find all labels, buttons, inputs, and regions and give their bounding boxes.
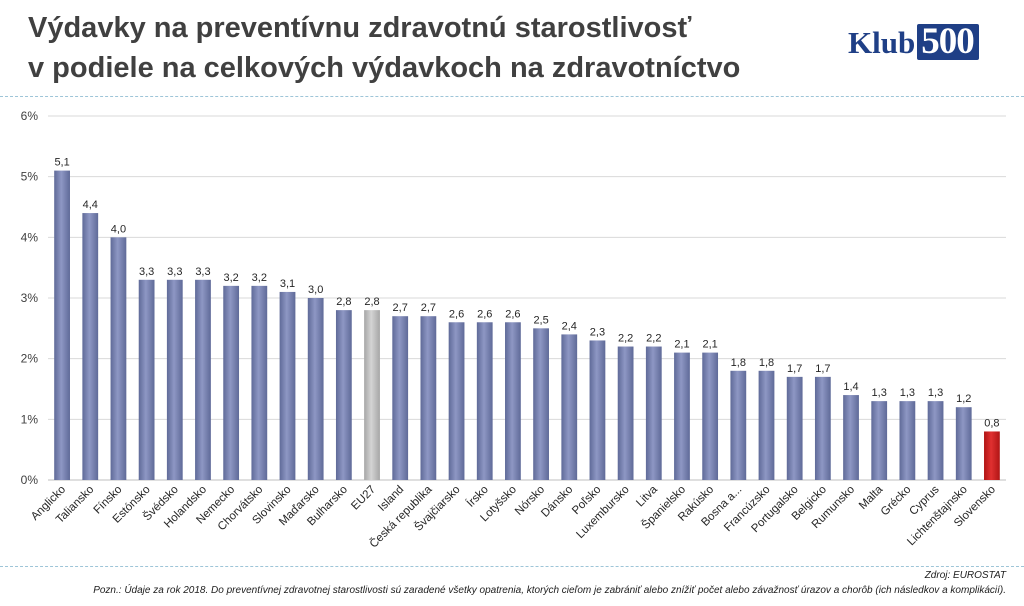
data-label: 3,2 — [223, 272, 238, 284]
bar — [645, 346, 662, 480]
data-label: 3,3 — [195, 266, 210, 278]
data-label: 3,0 — [308, 284, 323, 296]
data-label: 0,8 — [984, 417, 999, 429]
bar — [533, 328, 549, 480]
data-label: 1,3 — [900, 387, 915, 399]
bar — [166, 279, 183, 480]
footnote-text: Pozn.: Údaje za rok 2018. Do preventívne… — [93, 585, 1006, 596]
bar — [589, 340, 606, 480]
data-label: 2,2 — [618, 333, 633, 345]
bar — [758, 370, 775, 480]
data-label: 2,8 — [364, 296, 379, 308]
y-tick-label: 0% — [21, 473, 39, 487]
bar — [617, 346, 634, 480]
bar — [871, 401, 888, 480]
bar — [335, 310, 352, 480]
data-label: 2,8 — [336, 296, 351, 308]
chart-title-line-2: v podiele na celkových výdavkoch na zdra… — [28, 52, 741, 84]
header-divider — [0, 96, 1024, 97]
bar — [730, 370, 747, 480]
chart-title: Výdavky na preventívnu zdravotnú starost… — [28, 8, 740, 88]
data-label: 3,2 — [252, 272, 267, 284]
x-tick-label: Litva — [634, 483, 660, 509]
bar — [955, 407, 972, 480]
data-label: 3,3 — [139, 266, 154, 278]
data-label: 1,4 — [843, 381, 858, 393]
bar — [843, 395, 859, 480]
y-tick-label: 6% — [21, 109, 39, 123]
bar — [307, 298, 324, 480]
data-label: 1,2 — [956, 393, 971, 405]
bar — [364, 310, 380, 480]
data-label: 2,4 — [562, 320, 577, 332]
logo-text: Klub — [848, 25, 916, 60]
data-label: 2,6 — [477, 308, 492, 320]
data-label: 1,3 — [872, 387, 887, 399]
data-label: 3,1 — [280, 278, 295, 290]
data-label: 5,1 — [54, 157, 69, 169]
bar — [505, 322, 521, 480]
bar — [420, 316, 437, 480]
data-label: 2,5 — [533, 314, 548, 326]
footer-divider — [0, 566, 1024, 567]
data-label: 2,1 — [674, 339, 689, 351]
bar — [138, 279, 155, 480]
bar — [561, 334, 578, 480]
bar — [54, 170, 70, 480]
y-tick-label: 2% — [21, 352, 39, 366]
bar — [82, 213, 99, 481]
bar — [392, 316, 409, 480]
bar — [814, 376, 831, 480]
y-tick-label: 4% — [21, 230, 39, 244]
bar — [110, 237, 127, 480]
data-label: 1,8 — [759, 357, 774, 369]
bar-chart: 0%1%2%3%4%5%6%5,1Anglicko4,4Taliansko4,0… — [21, 109, 1006, 550]
bar — [195, 279, 211, 480]
logo-number: 500 — [917, 23, 979, 60]
bar — [251, 285, 268, 480]
bar — [448, 322, 465, 480]
data-label: 2,7 — [421, 302, 436, 314]
y-tick-label: 1% — [21, 412, 39, 426]
bar — [786, 376, 803, 480]
bar — [899, 401, 916, 480]
x-tick-label: Dánsko — [539, 484, 575, 520]
x-tick-label: EU27 — [349, 484, 378, 513]
bar — [476, 322, 493, 480]
bar — [927, 401, 944, 480]
data-label: 2,2 — [646, 333, 661, 345]
data-label: 1,3 — [928, 387, 943, 399]
data-label: 2,7 — [393, 302, 408, 314]
bar — [984, 431, 1000, 480]
bar — [702, 352, 719, 480]
chart-title-line-1: Výdavky na preventívnu zdravotnú starost… — [28, 12, 692, 44]
data-label: 1,7 — [815, 363, 830, 375]
x-tick-label: Grécko — [879, 484, 914, 519]
source-text: Zdroj: EUROSTAT — [924, 570, 1006, 581]
data-label: 4,4 — [83, 199, 98, 211]
x-tick-label: Írsko — [464, 483, 491, 510]
bar — [223, 285, 240, 480]
data-label: 2,3 — [590, 326, 605, 338]
data-label: 2,1 — [702, 339, 717, 351]
y-tick-label: 5% — [21, 170, 39, 184]
klub500-logo: Klub 500 — [848, 22, 979, 60]
data-label: 2,6 — [505, 308, 520, 320]
bar — [279, 291, 296, 480]
data-label: 1,7 — [787, 363, 802, 375]
data-label: 2,6 — [449, 308, 464, 320]
data-label: 3,3 — [167, 266, 182, 278]
data-label: 4,0 — [111, 223, 126, 235]
y-tick-label: 3% — [21, 291, 39, 305]
bar — [674, 352, 690, 480]
data-label: 1,8 — [731, 357, 746, 369]
